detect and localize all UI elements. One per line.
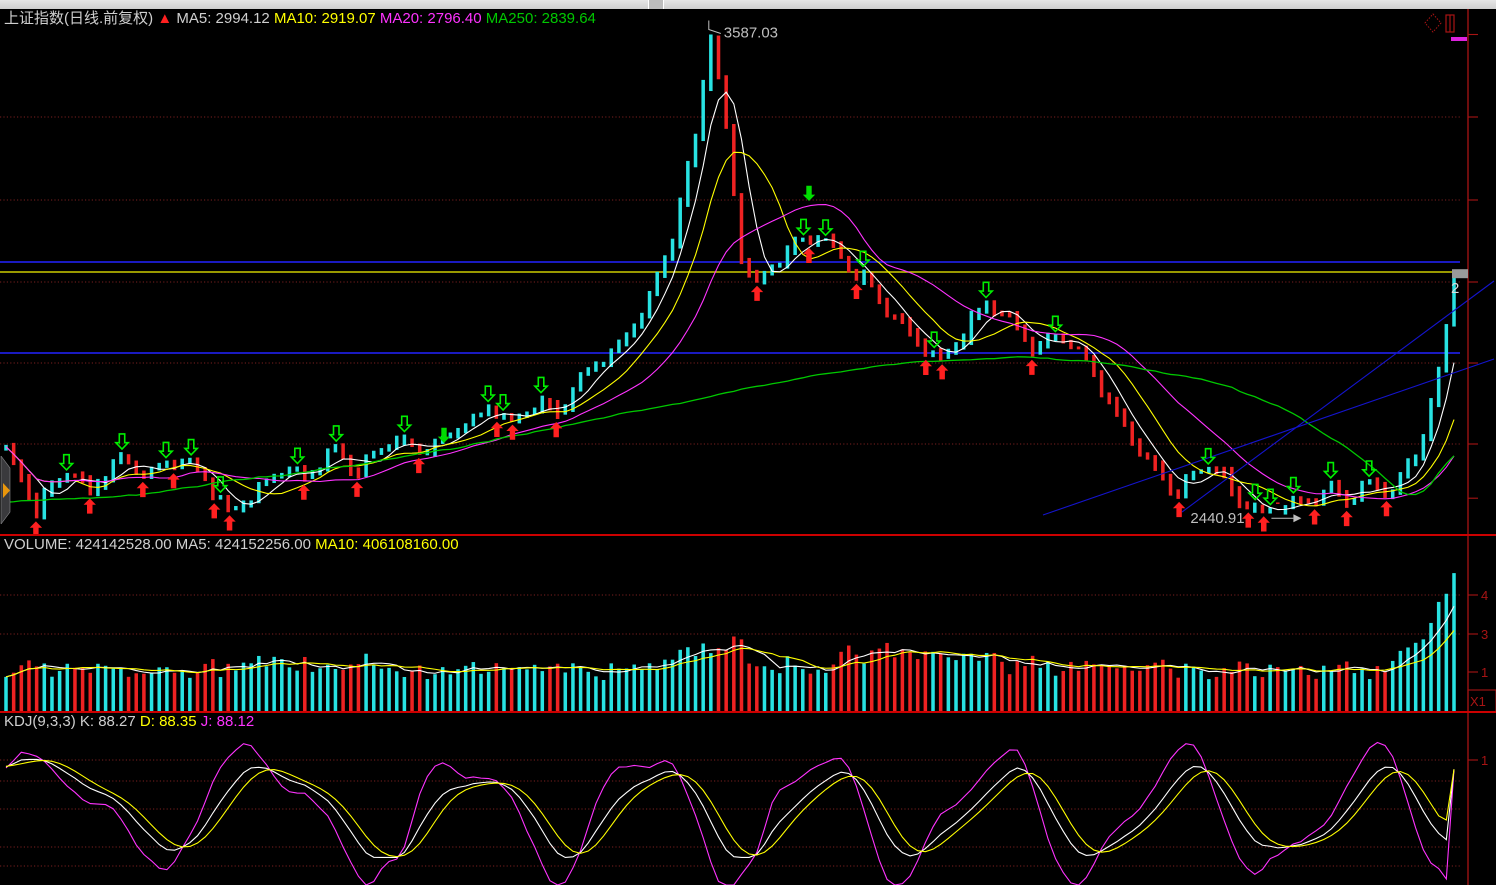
- svg-text:2440.91: 2440.91: [1190, 510, 1244, 527]
- svg-text:X1: X1: [1470, 694, 1486, 709]
- svg-text:2: 2: [1451, 280, 1459, 297]
- svg-text:1: 1: [1481, 753, 1488, 768]
- svg-text:3: 3: [1481, 627, 1488, 642]
- svg-text:1: 1: [1481, 665, 1488, 680]
- svg-text:4: 4: [1481, 588, 1488, 603]
- svg-text:3587.03: 3587.03: [724, 25, 778, 42]
